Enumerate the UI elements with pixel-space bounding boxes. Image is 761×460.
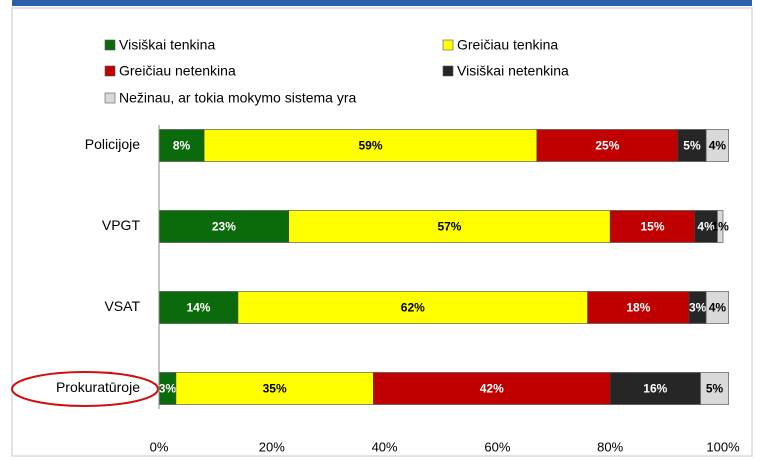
highlight-ellipse	[11, 371, 159, 407]
legend-swatch	[442, 65, 454, 77]
y-tick-label: VPGT	[102, 217, 141, 233]
slide-top-band	[12, 0, 752, 6]
data-label: 14%	[186, 301, 210, 315]
data-label: 42%	[480, 382, 504, 396]
data-label: 3%	[689, 301, 707, 315]
legend-swatch	[104, 39, 116, 51]
bar-segment	[536, 129, 679, 162]
y-tick-label: Prokuratūroje	[56, 379, 140, 395]
bar-segment	[700, 372, 729, 405]
data-label: 59%	[358, 139, 382, 153]
bar-segment	[717, 210, 724, 243]
legend-swatch	[442, 39, 454, 51]
y-tick-label: Policijoje	[85, 136, 140, 152]
bar-segment	[288, 210, 611, 243]
bar-segment	[158, 210, 290, 243]
bar-segment	[609, 210, 696, 243]
data-label: 4%	[709, 139, 727, 153]
bar-segment	[373, 372, 611, 405]
legend-label: Greičiau netenkina	[119, 63, 236, 79]
data-label: 4%	[697, 220, 715, 234]
data-label: 57%	[437, 220, 461, 234]
data-label: 62%	[401, 301, 425, 315]
data-label: 15%	[640, 220, 664, 234]
bar-segment	[158, 291, 239, 324]
legend-label: Greičiau tenkina	[457, 37, 558, 53]
x-tick-label: 0%	[150, 439, 169, 454]
bar-segment	[705, 291, 729, 324]
data-label: 23%	[212, 220, 236, 234]
x-tick-label: 80%	[597, 439, 623, 454]
data-label: 3%	[159, 382, 177, 396]
bar-segment	[237, 291, 588, 324]
data-label: 5%	[706, 382, 724, 396]
legend-swatch	[104, 92, 116, 104]
data-label: 18%	[626, 301, 650, 315]
bar-segment	[158, 129, 205, 162]
data-label: 25%	[595, 139, 619, 153]
x-tick-label: 60%	[484, 439, 510, 454]
bar-segment	[587, 291, 690, 324]
x-tick-label: 20%	[259, 439, 285, 454]
data-label: 35%	[263, 382, 287, 396]
bar-segment	[705, 129, 729, 162]
legend-label: Visiškai tenkina	[119, 37, 215, 53]
data-label: 1%	[712, 220, 730, 234]
data-label: 16%	[643, 382, 667, 396]
bar-segment	[677, 129, 707, 162]
bar-segment	[175, 372, 374, 405]
data-label: 8%	[173, 139, 191, 153]
data-label: 4%	[709, 301, 727, 315]
bar-segment	[609, 372, 701, 405]
data-label: 5%	[683, 139, 701, 153]
legend-label: Visiškai netenkina	[457, 63, 569, 79]
y-tick-label: VSAT	[104, 298, 140, 314]
legend-swatch	[104, 65, 116, 77]
x-tick-label: 100%	[706, 439, 740, 454]
x-tick-label: 40%	[372, 439, 398, 454]
legend-label: Nežinau, ar tokia mokymo sistema yra	[119, 90, 357, 106]
